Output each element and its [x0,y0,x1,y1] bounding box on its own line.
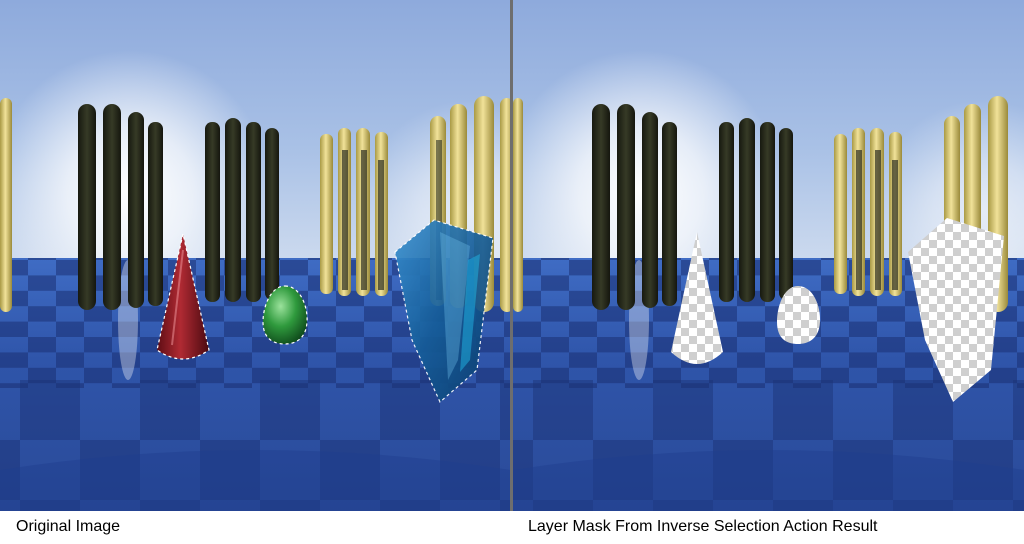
shield-mask-cutout [908,218,1004,402]
gold-pillars [0,96,511,312]
layer-mask-result-image [513,0,1024,511]
caption-original: Original Image [16,518,121,535]
panel-divider [510,0,513,511]
cone-mask-cutout [671,232,723,364]
original-image [0,0,511,511]
caption-mask-result: Layer Mask From Inverse Selection Action… [528,518,878,535]
egg-mask-cutout [777,286,821,344]
glass-shield-object [394,219,494,403]
cone-object [156,233,210,360]
dark-pillars [78,104,279,310]
egg-object [262,285,308,345]
